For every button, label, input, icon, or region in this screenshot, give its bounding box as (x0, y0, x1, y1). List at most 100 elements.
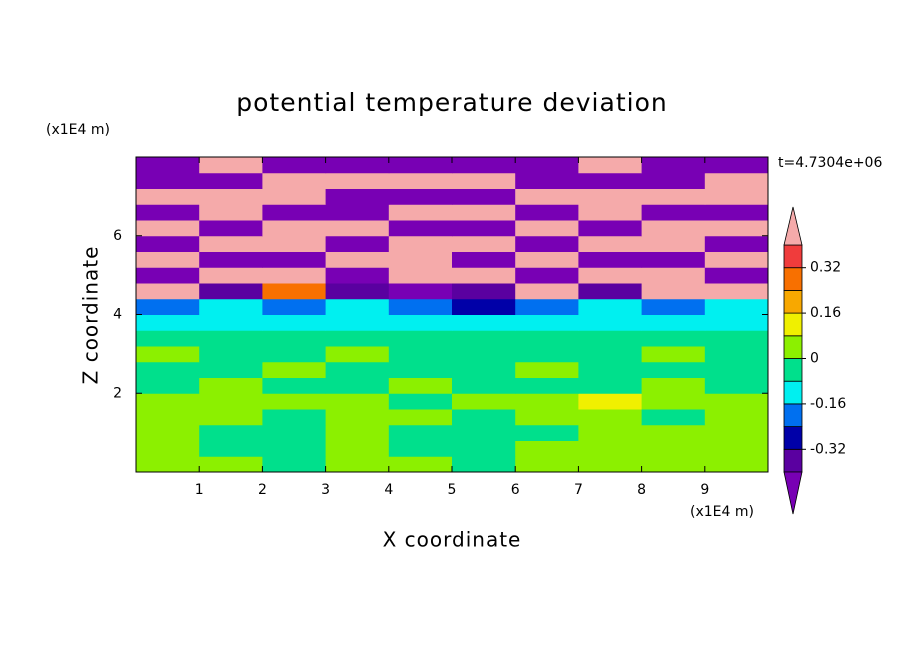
contour-cell (325, 188, 390, 205)
contour-cell (136, 361, 200, 378)
contour-cell (325, 298, 390, 315)
colorbar-box (783, 312, 803, 337)
colorbar-extend-top (783, 206, 803, 246)
contour-cell (388, 267, 453, 284)
contour-cell (388, 330, 453, 347)
contour-cell (136, 346, 200, 363)
x-tick-label: 3 (321, 482, 330, 498)
y-axis-label: Z coordinate (79, 246, 103, 385)
contour-cell (388, 204, 453, 221)
contour-cell (704, 440, 769, 457)
contour-cell (641, 409, 706, 426)
contour-cell (704, 188, 769, 205)
contour-cell (325, 267, 390, 284)
contour-cell (452, 409, 516, 426)
contour-cell (325, 456, 390, 473)
y-tick-label: 4 (113, 307, 122, 323)
contour-cell (199, 346, 263, 363)
contour-cell (515, 409, 579, 426)
contour-cell (578, 267, 643, 284)
contour-cell (136, 456, 200, 473)
contour-cell (388, 424, 453, 441)
contour-cell (388, 440, 453, 457)
contour-cell (704, 409, 769, 426)
contour-cell (452, 330, 516, 347)
contour-cell (199, 440, 263, 457)
colorbar-box (783, 448, 803, 473)
contour-cell (262, 283, 327, 300)
contour-cell (136, 172, 200, 189)
contour-cell (388, 283, 453, 300)
x-tick-label: 8 (637, 482, 646, 498)
colorbar-box (783, 267, 803, 291)
contour-cell (578, 456, 643, 473)
contour-cell (452, 424, 516, 441)
contour-cell (325, 204, 390, 221)
contour-cell (199, 235, 263, 252)
contour-cell (262, 188, 327, 205)
colorbar-tick-label: 0.16 (810, 305, 841, 321)
contour-cell (136, 409, 200, 426)
contour-cell (136, 393, 200, 410)
contour-cell (262, 204, 327, 221)
contour-cell (704, 267, 769, 284)
contour-cell (515, 235, 579, 252)
contour-cell (199, 456, 263, 473)
contour-cell (388, 377, 453, 394)
contour-cell (262, 314, 327, 331)
contour-cell (262, 251, 327, 268)
contour-cell (578, 251, 643, 268)
time-annotation: t=4.7304e+06 (778, 155, 882, 171)
contour-cell (641, 393, 706, 410)
contour-cell (515, 283, 579, 300)
contour-cell (452, 220, 516, 237)
contour-cell (704, 283, 769, 300)
contour-cell (199, 409, 263, 426)
contour-cell (641, 188, 706, 205)
contour-cell (641, 314, 706, 331)
colorbar-box (783, 358, 803, 382)
contour-cell (578, 188, 643, 205)
contour-cell (578, 440, 643, 457)
contour-cell (325, 157, 390, 174)
contour-cell (136, 251, 200, 268)
contour-cell (515, 298, 579, 315)
contour-cell (199, 283, 263, 300)
contour-cell (641, 346, 706, 363)
contour-cell (388, 188, 453, 205)
contour-cell (641, 235, 706, 252)
contour-cell (262, 377, 327, 394)
contour-cell (262, 393, 327, 410)
contour-cell (325, 424, 390, 441)
contour-cell (515, 440, 579, 457)
contour-cell (704, 172, 769, 189)
contour-cell (578, 393, 643, 410)
contour-cell (704, 346, 769, 363)
contour-cell (515, 188, 579, 205)
contour-cell (641, 377, 706, 394)
contour-cell (199, 298, 263, 315)
contour-cell (325, 235, 390, 252)
contour-cell (325, 346, 390, 363)
contour-cell (515, 157, 579, 174)
chart-title: potential temperature deviation (236, 88, 667, 117)
contour-cell (641, 267, 706, 284)
contour-cell (262, 409, 327, 426)
contour-cell (704, 377, 769, 394)
contour-cell (388, 220, 453, 237)
contour-cell (325, 220, 390, 237)
contour-cell (641, 220, 706, 237)
contour-cell (136, 424, 200, 441)
contour-cell (325, 172, 390, 189)
contour-cell (704, 204, 769, 221)
contour-cell (325, 440, 390, 457)
contour-cell (515, 204, 579, 221)
contour-cell (325, 377, 390, 394)
contour-cell (325, 251, 390, 268)
contour-cell (388, 314, 453, 331)
contour-cell (578, 283, 643, 300)
contour-cell (515, 267, 579, 284)
y-tick-label: 2 (113, 385, 122, 401)
colorbar-box (783, 289, 803, 314)
contour-cell (641, 172, 706, 189)
